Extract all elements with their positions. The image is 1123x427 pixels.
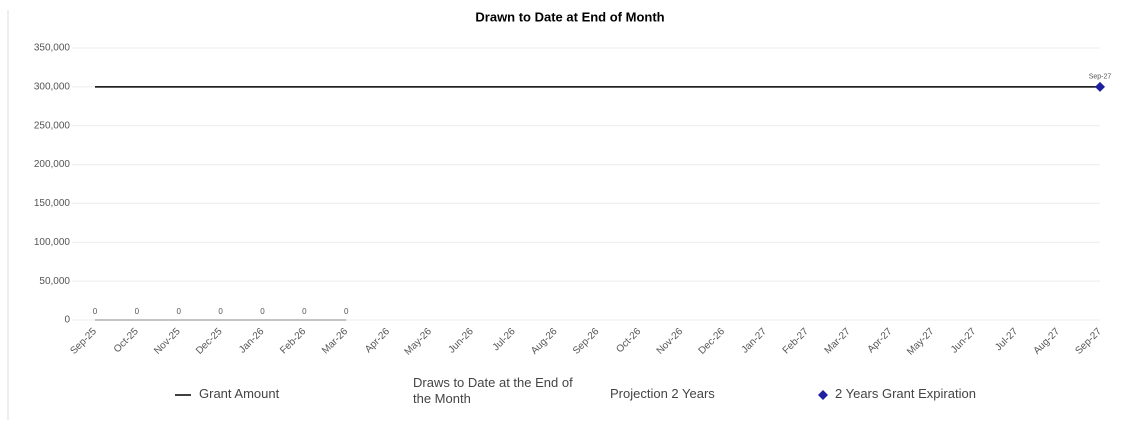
x-tick: Sep-26 bbox=[571, 326, 602, 357]
x-tick: Aug-26 bbox=[529, 326, 560, 357]
x-tick-label: Sep-26 bbox=[571, 326, 602, 357]
x-tick-label: Aug-26 bbox=[529, 326, 560, 357]
x-tick-label: Feb-26 bbox=[278, 326, 308, 356]
x-tick: Apr-26 bbox=[363, 326, 392, 355]
x-tick-label: Oct-25 bbox=[112, 326, 141, 355]
x-tick-label: Sep-27 bbox=[1073, 326, 1104, 357]
x-tick: Jan-27 bbox=[740, 326, 770, 356]
x-tick-label: May-26 bbox=[403, 326, 435, 358]
x-tick: Nov-26 bbox=[655, 326, 686, 357]
data-label: 0 bbox=[93, 307, 98, 316]
legend-label: Projection 2 Years bbox=[610, 386, 715, 401]
data-label: 0 bbox=[177, 307, 182, 316]
data-label: 0 bbox=[260, 307, 265, 316]
x-tick: Feb-26 bbox=[278, 326, 308, 356]
legend-item: Grant Amount bbox=[199, 386, 280, 401]
annotation: Sep-27 bbox=[1089, 74, 1112, 81]
x-tick-label: Jun-26 bbox=[446, 326, 476, 356]
y-tick-label: 0 bbox=[64, 315, 70, 326]
x-tick: Jan-26 bbox=[237, 326, 267, 356]
x-tick: Dec-26 bbox=[697, 326, 728, 357]
data-label: 0 bbox=[344, 307, 349, 316]
legend-label: Draws to Date at the End of the Month bbox=[413, 375, 573, 406]
x-tick-label: Feb-27 bbox=[781, 326, 811, 356]
x-tick-label: Nov-25 bbox=[152, 326, 183, 357]
x-tick: Dec-25 bbox=[194, 326, 225, 357]
marker bbox=[1095, 81, 1105, 92]
x-tick-label: Jun-27 bbox=[949, 326, 979, 356]
y-tick-label: 200,000 bbox=[34, 159, 71, 170]
x-tick-label: Jul-26 bbox=[491, 326, 518, 353]
x-tick-label: Mar-26 bbox=[320, 326, 350, 356]
legend-swatch bbox=[818, 390, 828, 400]
x-tick-label: Oct-26 bbox=[614, 326, 643, 355]
x-tick: Oct-26 bbox=[614, 326, 643, 355]
x-tick-label: Jan-26 bbox=[237, 326, 267, 356]
x-tick: Jun-27 bbox=[949, 326, 979, 356]
legend-item: Projection 2 Years bbox=[610, 386, 715, 401]
x-tick: Mar-27 bbox=[823, 326, 853, 356]
x-tick-label: Jan-27 bbox=[740, 326, 770, 356]
x-tick: Sep-25 bbox=[68, 326, 99, 357]
data-label: 0 bbox=[302, 307, 307, 316]
x-tick: Nov-25 bbox=[152, 326, 183, 357]
x-tick-label: Mar-27 bbox=[823, 326, 853, 356]
x-tick: Jun-26 bbox=[446, 326, 476, 356]
x-tick: May-26 bbox=[403, 326, 435, 358]
x-tick: Oct-25 bbox=[112, 326, 141, 355]
y-tick-label: 250,000 bbox=[34, 120, 71, 131]
y-tick-label: 300,000 bbox=[34, 81, 71, 92]
y-tick-label: 150,000 bbox=[34, 198, 71, 209]
x-tick: Mar-26 bbox=[320, 326, 350, 356]
x-tick: Sep-27 bbox=[1073, 326, 1104, 357]
x-tick-label: Dec-25 bbox=[194, 326, 225, 357]
x-tick-label: May-27 bbox=[905, 326, 937, 358]
legend-label: 2 Years Grant Expiration bbox=[835, 386, 976, 401]
legend-item: Draws to Date at the End of the Month bbox=[413, 375, 573, 406]
x-tick: Aug-27 bbox=[1032, 326, 1063, 357]
legend-item: 2 Years Grant Expiration bbox=[835, 386, 976, 401]
data-label: 0 bbox=[135, 307, 140, 316]
x-tick-label: Jul-27 bbox=[993, 326, 1020, 353]
y-tick-label: 100,000 bbox=[34, 237, 71, 248]
data-label: 0 bbox=[218, 307, 223, 316]
y-tick-label: 50,000 bbox=[39, 276, 70, 287]
legend-label: Grant Amount bbox=[199, 386, 280, 401]
x-tick-label: Aug-27 bbox=[1032, 326, 1063, 357]
x-tick: Jul-27 bbox=[993, 326, 1020, 353]
x-tick-label: Apr-27 bbox=[866, 326, 895, 355]
x-tick-label: Dec-26 bbox=[697, 326, 728, 357]
x-tick: Jul-26 bbox=[491, 326, 518, 353]
x-tick-label: Nov-26 bbox=[655, 326, 686, 357]
x-tick: Apr-27 bbox=[866, 326, 895, 355]
x-tick-label: Apr-26 bbox=[363, 326, 392, 355]
x-tick: Feb-27 bbox=[781, 326, 811, 356]
chart-title: Drawn to Date at End of Month bbox=[475, 9, 664, 24]
x-tick: May-27 bbox=[905, 326, 937, 358]
y-tick-label: 350,000 bbox=[34, 43, 71, 54]
x-tick-label: Sep-25 bbox=[68, 326, 99, 357]
